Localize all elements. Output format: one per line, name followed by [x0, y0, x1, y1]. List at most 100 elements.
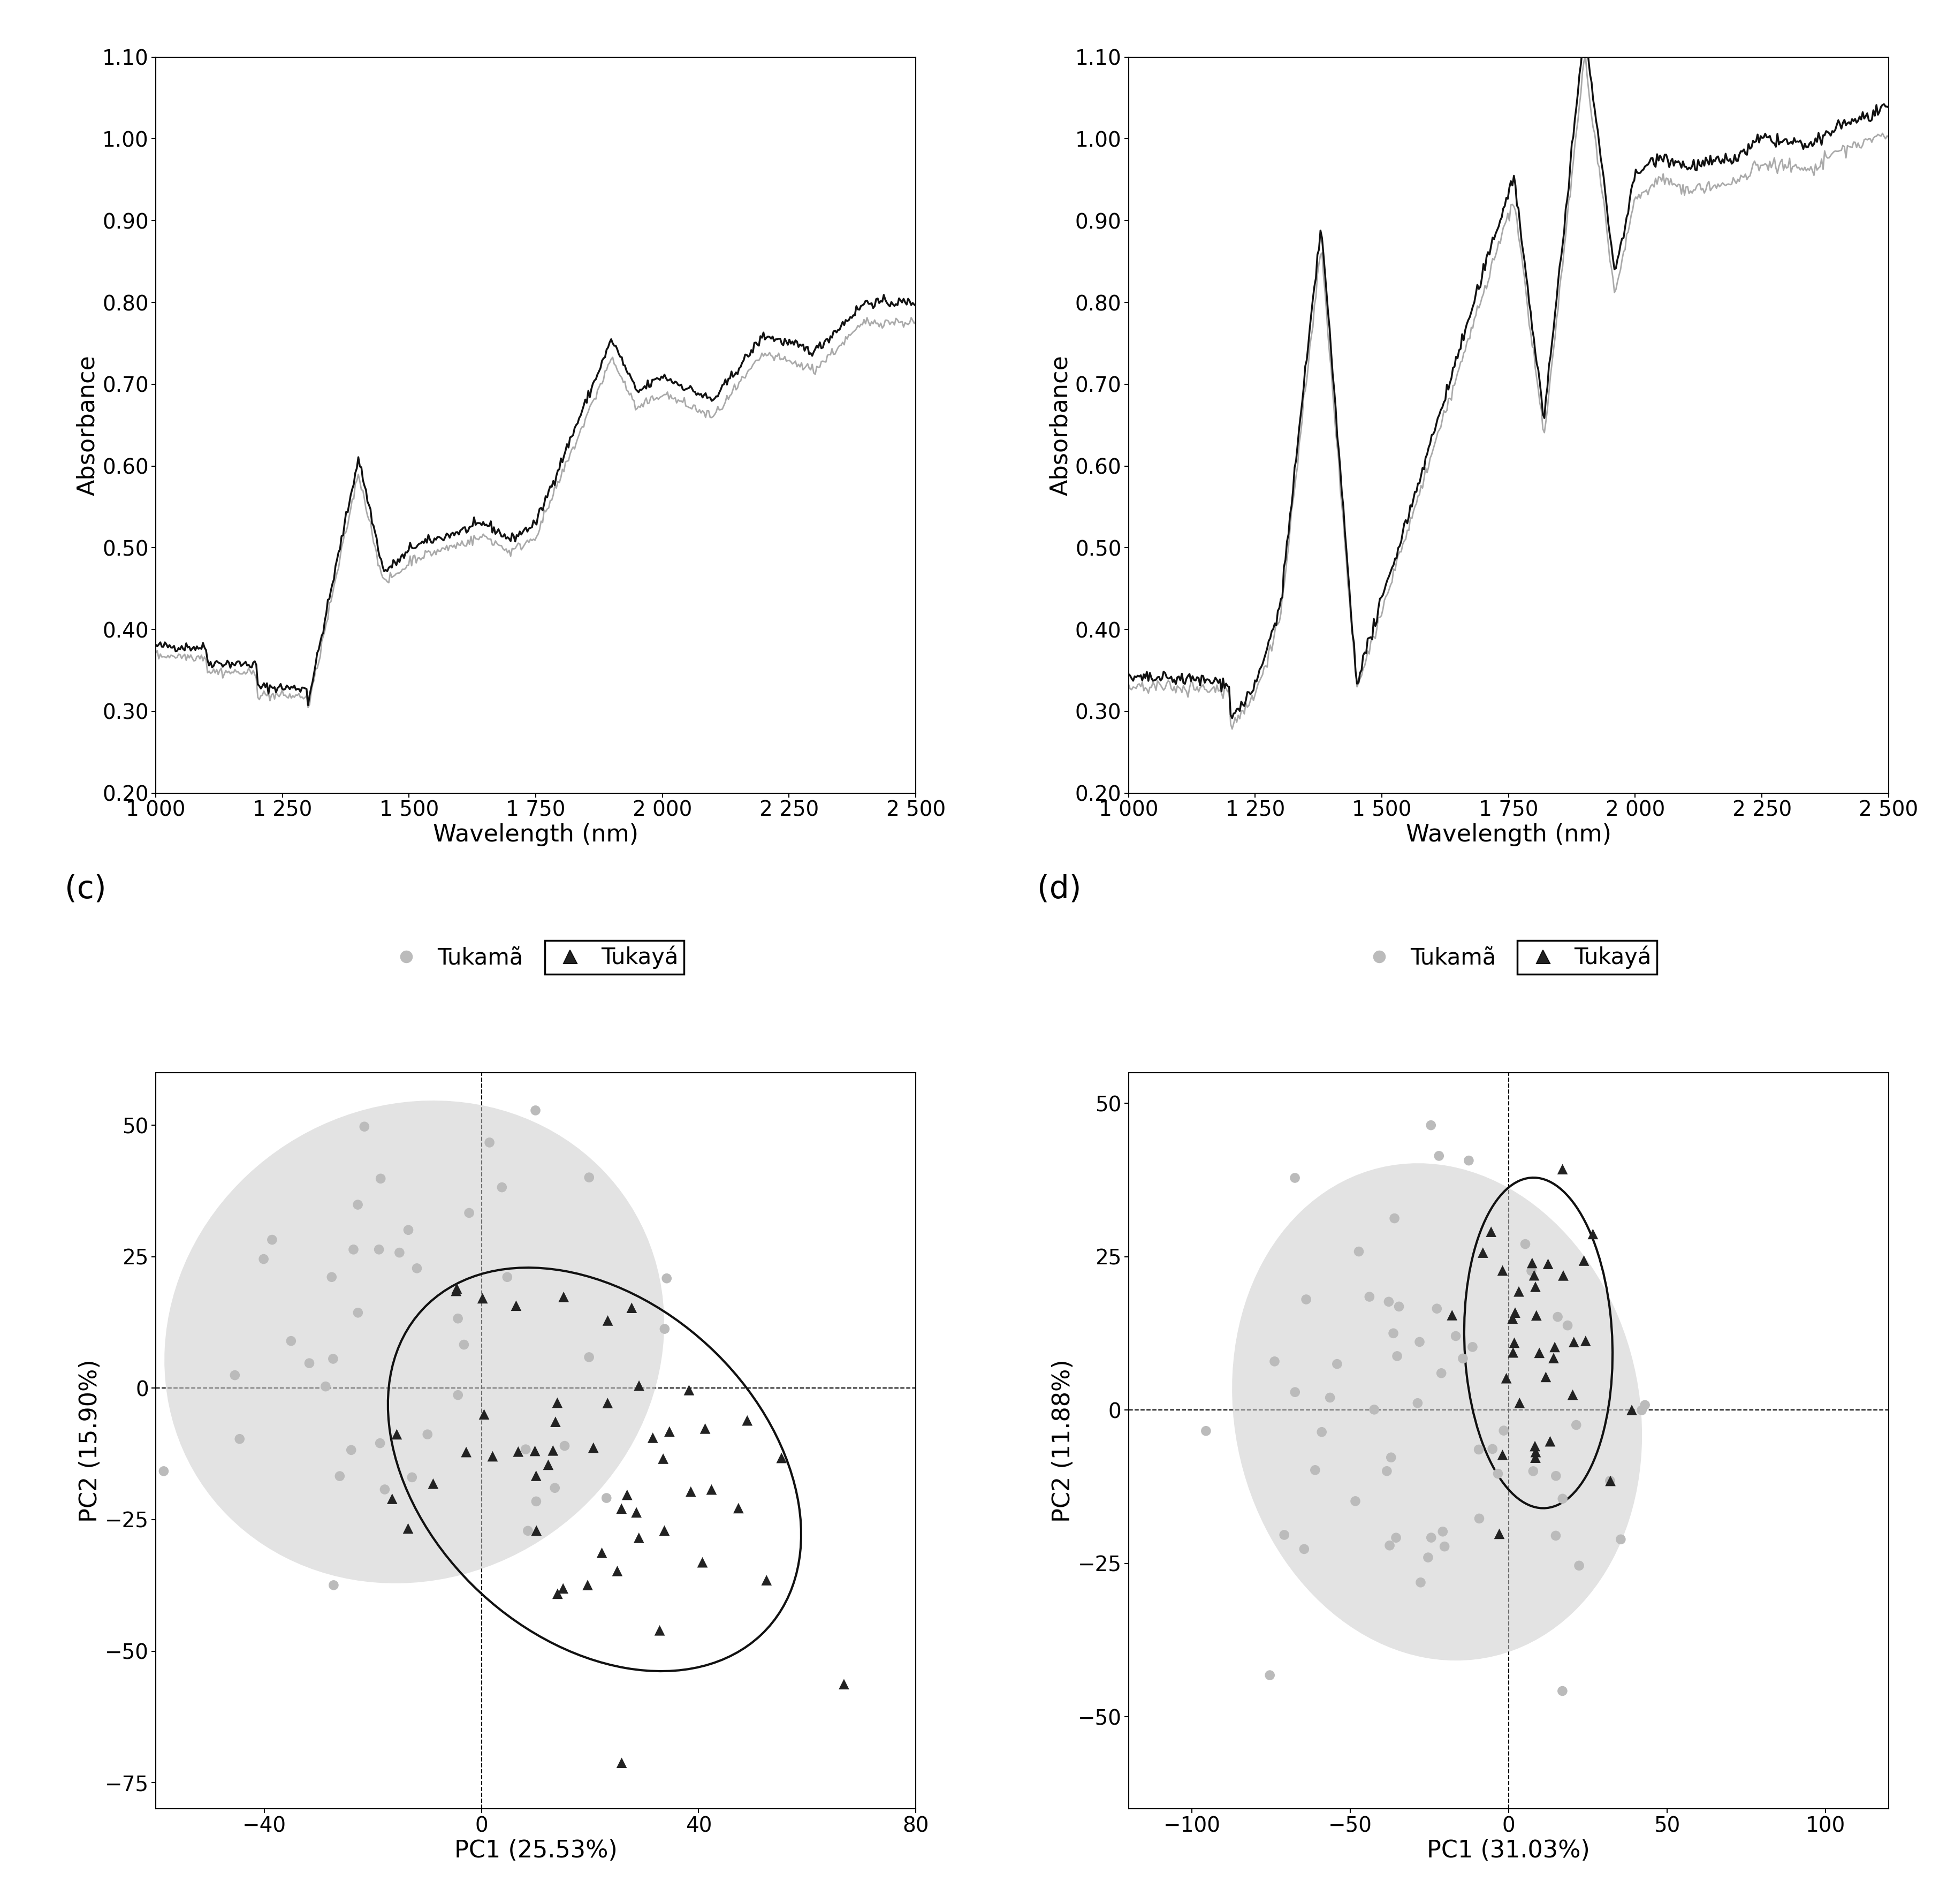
Point: [1421, 1293, 1452, 1323]
Point: [1497, 1337, 1528, 1367]
Point: [1375, 1441, 1406, 1472]
Point: [1452, 1146, 1484, 1177]
Point: [1540, 1331, 1571, 1361]
Point: [1491, 1363, 1523, 1394]
Point: [533, 1449, 565, 1479]
Point: [1382, 1340, 1414, 1371]
Point: [1521, 1443, 1552, 1474]
Point: [1406, 1567, 1437, 1597]
Point: [1548, 1154, 1579, 1184]
Point: [1525, 1339, 1556, 1369]
Point: [1530, 1361, 1561, 1392]
Point: [364, 1234, 395, 1264]
Point: [335, 1436, 366, 1466]
Point: [442, 1274, 473, 1304]
Point: [224, 1424, 255, 1455]
Point: [1340, 1485, 1371, 1516]
Point: [1429, 1531, 1460, 1561]
Point: [1538, 1342, 1569, 1373]
Point: [339, 1234, 370, 1264]
Point: [1546, 1676, 1577, 1706]
Point: [592, 1388, 623, 1418]
Point: [417, 1468, 448, 1498]
Point: [648, 1516, 680, 1546]
Point: [1542, 1302, 1573, 1333]
Point: [364, 1428, 395, 1458]
Point: [1423, 1140, 1454, 1171]
Point: [549, 1430, 580, 1460]
Point: [592, 1306, 623, 1337]
X-axis label: Wavelength (nm): Wavelength (nm): [1406, 824, 1612, 847]
Point: [1384, 1291, 1415, 1321]
Point: [1378, 1203, 1410, 1234]
Point: [1343, 1236, 1375, 1266]
Y-axis label: PC2 (11.88%): PC2 (11.88%): [1051, 1359, 1075, 1523]
Point: [493, 1262, 524, 1293]
Point: [1577, 1219, 1608, 1249]
Point: [1375, 1531, 1406, 1561]
Point: [1299, 1455, 1330, 1485]
Y-axis label: PC2 (15.90%): PC2 (15.90%): [78, 1359, 101, 1523]
Point: [1415, 1523, 1447, 1554]
Legend: Tukamã, Tukayá: Tukamã, Tukayá: [1357, 937, 1661, 979]
Point: [1447, 1342, 1478, 1373]
Point: [1437, 1300, 1468, 1331]
Point: [1563, 1550, 1595, 1580]
Point: [1521, 1438, 1552, 1468]
Point: [520, 1487, 551, 1517]
X-axis label: PC1 (31.03%): PC1 (31.03%): [1427, 1839, 1591, 1862]
Point: [397, 1462, 428, 1493]
Point: [1509, 1228, 1540, 1259]
Point: [1548, 1260, 1579, 1291]
Y-axis label: Absorbance: Absorbance: [1049, 354, 1073, 495]
Point: [1488, 1439, 1519, 1470]
Point: [547, 1281, 578, 1312]
Point: [1478, 1434, 1509, 1464]
Point: [1427, 1516, 1458, 1546]
Point: [1604, 1523, 1635, 1554]
Point: [364, 1163, 395, 1194]
Point: [1558, 1327, 1589, 1358]
Point: [1306, 1417, 1338, 1447]
Point: [623, 1523, 654, 1554]
Point: [343, 1297, 374, 1327]
Point: [1464, 1434, 1495, 1464]
Point: [578, 1432, 609, 1462]
Point: [732, 1405, 763, 1436]
Point: [602, 1556, 633, 1586]
Point: [317, 1571, 349, 1601]
Point: [615, 1293, 646, 1323]
Point: [752, 1565, 783, 1596]
Point: [637, 1422, 668, 1453]
Point: [1519, 1260, 1550, 1291]
Point: [448, 1329, 479, 1359]
Point: [1552, 1310, 1583, 1340]
Point: [1561, 1409, 1593, 1439]
Point: [1353, 1281, 1384, 1312]
Point: [621, 1497, 652, 1527]
Point: [1499, 1327, 1530, 1358]
Point: [722, 1493, 753, 1523]
Point: [275, 1325, 306, 1356]
Point: [1482, 1458, 1513, 1489]
Point: [257, 1224, 288, 1255]
Point: [1371, 1457, 1402, 1487]
Point: [1540, 1521, 1571, 1552]
Point: [539, 1407, 570, 1438]
Point: [401, 1253, 432, 1283]
Point: [606, 1493, 637, 1523]
Point: [1630, 1390, 1661, 1420]
Point: [520, 1460, 551, 1491]
Y-axis label: Absorbance: Absorbance: [76, 354, 99, 495]
Point: [1517, 1255, 1548, 1285]
Point: [689, 1413, 720, 1443]
Point: [606, 1748, 637, 1778]
Point: [469, 1399, 500, 1430]
Point: [611, 1479, 643, 1510]
Point: [349, 1112, 380, 1142]
Point: [325, 1460, 356, 1491]
Point: [473, 1127, 504, 1158]
Point: [765, 1443, 796, 1474]
Point: [1380, 1523, 1412, 1554]
Point: [547, 1573, 578, 1603]
